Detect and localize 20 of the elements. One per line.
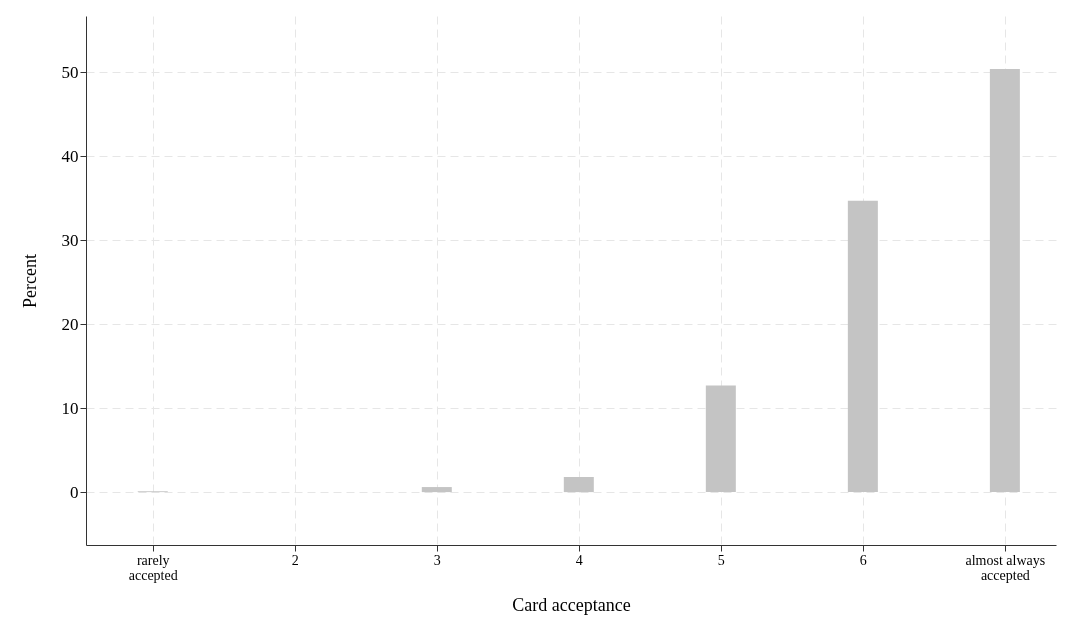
bar (989, 68, 1020, 493)
x-tick-label: 2 (291, 552, 299, 568)
x-tick-label: 6 (859, 552, 867, 568)
y-tick-label: 20 (61, 314, 79, 334)
bar (705, 385, 736, 493)
x-tick-label: 5 (717, 552, 725, 568)
bar (847, 200, 878, 493)
bar (563, 476, 594, 493)
y-tick-label: 50 (61, 62, 79, 82)
y-axis-title: Percent (19, 254, 40, 308)
x-tick-label: rarely accepted (128, 552, 178, 583)
x-tick-label: 3 (433, 552, 441, 568)
x-tick-label: 4 (575, 552, 583, 568)
x-tick-label: almost always accepted (965, 552, 1046, 583)
x-axis-title: Card acceptance (512, 594, 631, 615)
y-tick-label: 40 (61, 146, 79, 166)
y-tick-label: 30 (61, 230, 79, 250)
bar (421, 487, 452, 493)
y-tick-label: 0 (70, 482, 79, 502)
y-tick-label: 10 (61, 398, 79, 418)
